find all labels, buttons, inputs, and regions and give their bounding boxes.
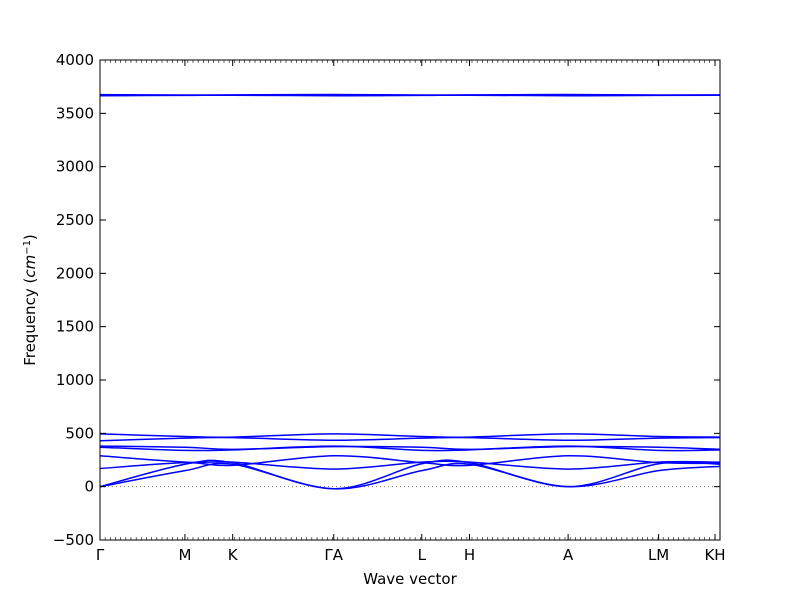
y-axis-label-suffix: ) [21,234,39,240]
y-tick-label: 3500 [56,104,94,122]
y-tick-label: 1500 [56,318,94,336]
x-tick-label: K [228,546,239,564]
y-tick-label: 2000 [56,264,94,282]
y-axis-label-math-base: cm [21,255,39,278]
x-tick-label: KH [704,546,725,564]
y-tick-label: 500 [65,424,94,442]
y-axis-label-math-sup: −1 [22,240,33,255]
band-line-2 [100,459,720,490]
band-line-7 [100,436,720,442]
band-line-8 [100,433,720,438]
y-axis: −500 0 500 1000 1500 2000 2500 3000 3500 4000 [53,51,720,549]
series-layer [100,93,720,490]
x-axis: Γ M K ΓA L H A LM KH [96,60,726,564]
x-tick-label: H [464,546,475,564]
x-axis-label: Wave vector [363,570,457,588]
x-tick-label: ΓA [324,546,343,564]
x-tick-label: Γ [96,546,105,564]
x-tick-label: L [418,546,427,564]
y-axis-label-text: Frequency ( [21,278,39,366]
y-tick-label: 1000 [56,371,94,389]
y-tick-label: 4000 [56,51,94,69]
band-line-4 [100,454,720,470]
x-tick-label: M [178,546,191,564]
y-tick-label: −500 [53,531,94,549]
x-tick-label: LM [648,546,669,564]
y-tick-label: 3000 [56,158,94,176]
y-tick-label: 2500 [56,211,94,229]
y-axis-label: Frequency (cm−1) [21,234,39,366]
band-line-6 [100,445,720,451]
band-line-1 [100,462,720,490]
x-minor-ticks [99,60,721,540]
x-tick-label: A [563,546,574,564]
band-line-5 [100,445,720,452]
y-tick-label: 0 [84,478,94,496]
